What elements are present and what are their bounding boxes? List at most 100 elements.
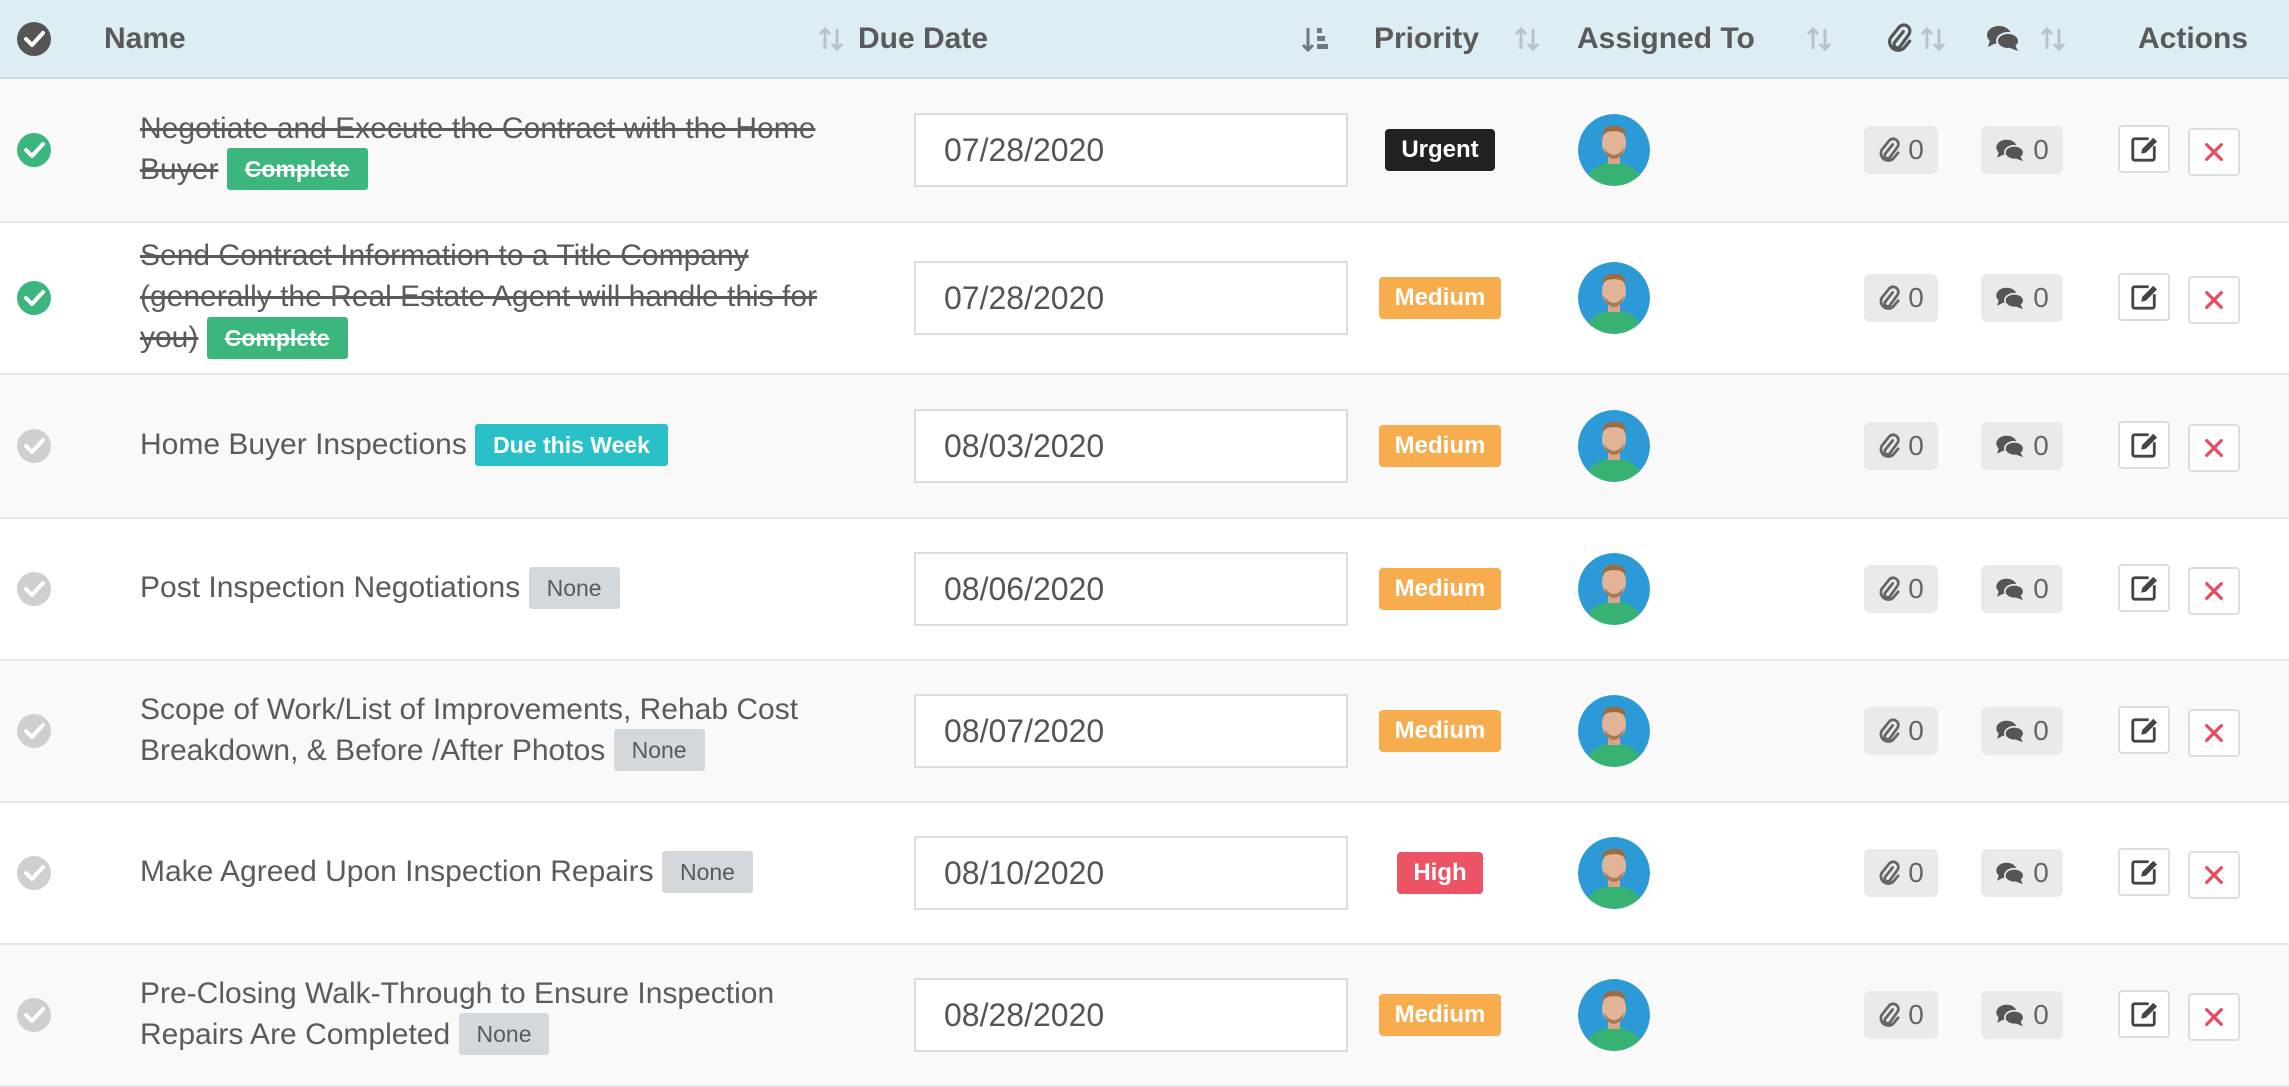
due-date-input[interactable]: 07/28/2020 bbox=[914, 261, 1348, 335]
check-circle-icon[interactable] bbox=[16, 855, 52, 891]
delete-button[interactable] bbox=[2188, 127, 2241, 176]
due-date-input[interactable]: 08/07/2020 bbox=[914, 694, 1348, 768]
avatar[interactable] bbox=[1578, 837, 1650, 909]
priority-badge: Medium bbox=[1378, 994, 1502, 1036]
task-name[interactable]: Send Contract Information to a Title Com… bbox=[140, 239, 818, 355]
attachments-cell: 0 bbox=[1846, 944, 1956, 1086]
sort-icon[interactable] bbox=[1804, 24, 1834, 54]
check-circle-icon[interactable] bbox=[16, 997, 52, 1033]
check-all-icon[interactable] bbox=[16, 21, 52, 57]
actions-header-label: Actions bbox=[2138, 21, 2249, 55]
edit-button[interactable] bbox=[2118, 563, 2170, 612]
actions-column-header: Actions bbox=[2088, 0, 2289, 79]
attachments-button[interactable]: 0 bbox=[1864, 422, 1938, 470]
task-name[interactable]: Pre-Closing Walk-Through to Ensure Inspe… bbox=[140, 976, 775, 1051]
sort-numeric-icon[interactable] bbox=[1300, 24, 1330, 54]
avatar[interactable] bbox=[1578, 114, 1650, 186]
assigned-cell bbox=[1546, 660, 1846, 802]
comments-button[interactable]: 0 bbox=[1981, 126, 2063, 174]
attachments-button[interactable]: 0 bbox=[1864, 991, 1938, 1039]
sort-icon[interactable] bbox=[2038, 24, 2068, 54]
priority-column-header[interactable]: Priority bbox=[1334, 0, 1546, 79]
attachments-cell: 0 bbox=[1846, 222, 1956, 374]
task-name[interactable]: Home Buyer Inspections bbox=[140, 428, 467, 462]
assigned-column-header[interactable]: Assigned To bbox=[1546, 0, 1846, 79]
delete-button[interactable] bbox=[2188, 275, 2241, 324]
avatar[interactable] bbox=[1578, 979, 1650, 1051]
attachments-cell: 0 bbox=[1846, 78, 1956, 222]
task-row: Send Contract Information to a Title Com… bbox=[0, 222, 2289, 374]
delete-button[interactable] bbox=[2188, 566, 2241, 615]
comments-cell: 0 bbox=[1956, 222, 2088, 374]
attachments-count: 0 bbox=[1908, 857, 1924, 888]
attachments-count: 0 bbox=[1908, 430, 1924, 461]
due-date-column-header[interactable]: Due Date bbox=[858, 0, 1334, 79]
avatar[interactable] bbox=[1578, 410, 1650, 482]
name-column-header[interactable]: Name bbox=[70, 0, 858, 79]
edit-button[interactable] bbox=[2118, 705, 2170, 754]
due-date-input[interactable]: 08/28/2020 bbox=[914, 978, 1348, 1052]
task-row: Negotiate and Execute the Contract with … bbox=[0, 78, 2289, 222]
comments-button[interactable]: 0 bbox=[1981, 274, 2063, 322]
edit-icon bbox=[2131, 575, 2158, 601]
due-date-input[interactable]: 08/10/2020 bbox=[914, 836, 1348, 910]
comments-column-header[interactable] bbox=[1956, 0, 2088, 79]
delete-button[interactable] bbox=[2188, 850, 2241, 899]
task-name-cell: Post Inspection Negotiations None bbox=[70, 518, 858, 660]
comments-button[interactable]: 0 bbox=[1981, 422, 2063, 470]
sort-icon[interactable] bbox=[1512, 24, 1542, 54]
delete-button[interactable] bbox=[2188, 708, 2241, 757]
status-badge: None bbox=[661, 850, 753, 893]
comments-button[interactable]: 0 bbox=[1981, 991, 2063, 1039]
avatar[interactable] bbox=[1578, 262, 1650, 334]
comments-button[interactable]: 0 bbox=[1981, 849, 2063, 897]
check-circle-icon[interactable] bbox=[16, 280, 52, 316]
comments-button[interactable]: 0 bbox=[1981, 707, 2063, 755]
due-date-input[interactable]: 08/03/2020 bbox=[914, 409, 1348, 483]
edit-button[interactable] bbox=[2118, 272, 2170, 321]
attachments-button[interactable]: 0 bbox=[1864, 126, 1938, 174]
task-name[interactable]: Post Inspection Negotiations bbox=[140, 571, 521, 605]
attachments-button[interactable]: 0 bbox=[1864, 849, 1938, 897]
edit-button[interactable] bbox=[2118, 989, 2170, 1038]
delete-button[interactable] bbox=[2188, 992, 2241, 1041]
actions-cell bbox=[2088, 78, 2289, 222]
check-circle-icon[interactable] bbox=[16, 428, 52, 464]
task-name[interactable]: Negotiate and Execute the Contract with … bbox=[140, 111, 816, 186]
due-date-input[interactable]: 08/06/2020 bbox=[914, 552, 1348, 626]
comments-count: 0 bbox=[2033, 715, 2049, 746]
attachments-button[interactable]: 0 bbox=[1864, 565, 1938, 613]
comments-icon bbox=[1996, 1004, 2025, 1027]
check-circle-icon[interactable] bbox=[16, 713, 52, 749]
delete-button[interactable] bbox=[2188, 423, 2241, 472]
edit-button[interactable] bbox=[2118, 847, 2170, 896]
check-circle-icon[interactable] bbox=[16, 132, 52, 168]
assigned-cell bbox=[1546, 518, 1846, 660]
attachments-column-header[interactable] bbox=[1846, 0, 1956, 79]
paperclip-icon bbox=[1879, 285, 1900, 310]
task-name[interactable]: Scope of Work/List of Improvements, Reha… bbox=[140, 692, 799, 767]
avatar[interactable] bbox=[1578, 695, 1650, 767]
check-circle-icon[interactable] bbox=[16, 571, 52, 607]
attachments-button[interactable]: 0 bbox=[1864, 274, 1938, 322]
select-all-header[interactable] bbox=[0, 0, 70, 79]
status-badge: Complete bbox=[226, 148, 368, 191]
sort-icon[interactable] bbox=[1918, 24, 1948, 54]
edit-button[interactable] bbox=[2118, 124, 2170, 173]
task-row: Make Agreed Upon Inspection Repairs None… bbox=[0, 802, 2289, 944]
comments-cell: 0 bbox=[1956, 78, 2088, 222]
comments-cell: 0 bbox=[1956, 374, 2088, 518]
assigned-cell bbox=[1546, 944, 1846, 1086]
paperclip-icon bbox=[1879, 576, 1900, 601]
avatar[interactable] bbox=[1578, 553, 1650, 625]
edit-button[interactable] bbox=[2118, 420, 2170, 469]
comments-button[interactable]: 0 bbox=[1981, 565, 2063, 613]
due-date-input[interactable]: 07/28/2020 bbox=[914, 113, 1348, 187]
task-name-cell: Scope of Work/List of Improvements, Reha… bbox=[70, 660, 858, 802]
task-name[interactable]: Make Agreed Upon Inspection Repairs bbox=[140, 855, 654, 889]
attachments-button[interactable]: 0 bbox=[1864, 707, 1938, 755]
paperclip-icon bbox=[1879, 1002, 1900, 1027]
status-badge: None bbox=[613, 729, 705, 772]
sort-icon[interactable] bbox=[816, 24, 846, 54]
due-date-header-label: Due Date bbox=[858, 21, 989, 55]
